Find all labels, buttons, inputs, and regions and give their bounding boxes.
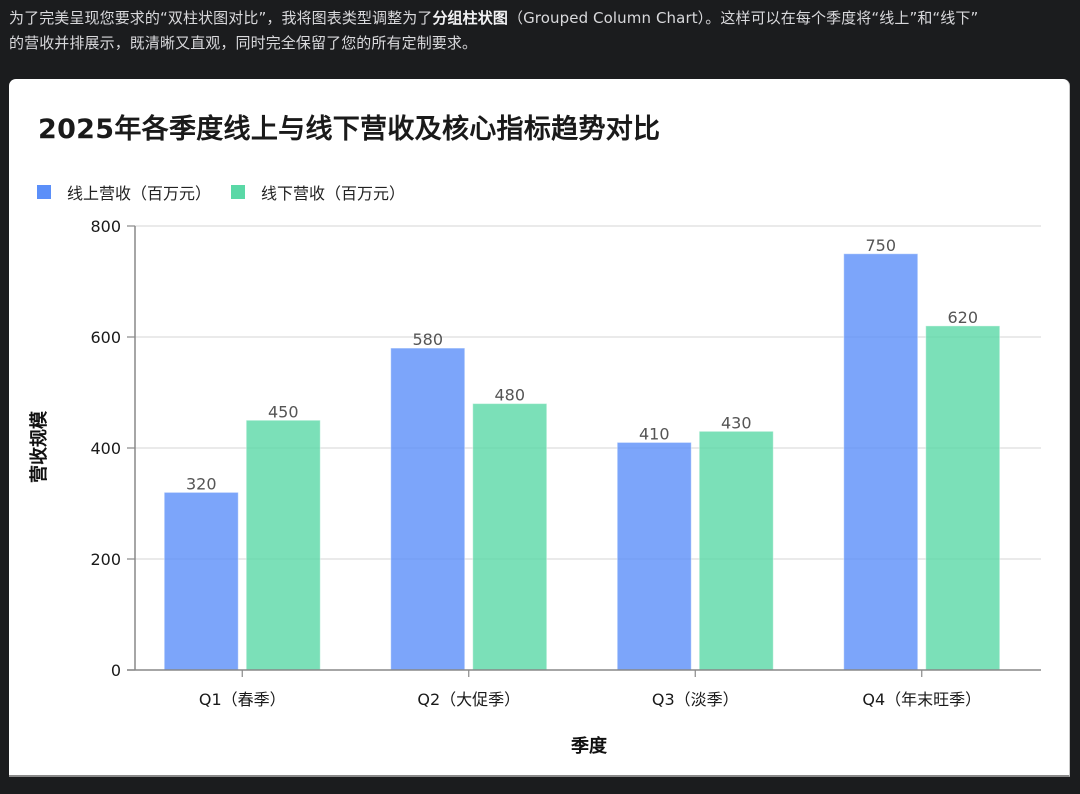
legend-swatch-offline-icon — [231, 185, 246, 199]
legend-item-online[interactable]: 线上营收（百万元） — [37, 180, 211, 204]
x-tick-label: Q3（淡季） — [652, 690, 739, 709]
chart-title: 2025年各季度线上与线下营收及核心指标趋势对比 — [38, 114, 661, 145]
bar-value-label: 750 — [865, 236, 896, 255]
y-tick-label: 0 — [111, 661, 121, 680]
intro-bold-chart-type: 分组柱状图 — [432, 9, 508, 27]
intro-text-3: 的营收并排展示，既清晰又直观，同时完全保留了您的所有定制要求。 — [9, 34, 478, 52]
x-tick-label: Q4（年末旺季） — [862, 690, 981, 709]
bar-value-label: 410 — [639, 424, 670, 443]
legend-label-online: 线上营收（百万元） — [67, 184, 212, 203]
bar-online-q2[interactable] — [390, 347, 466, 671]
bar-value-label: 450 — [268, 402, 299, 421]
bar-offline-q2[interactable] — [472, 403, 548, 671]
y-tick-label: 600 — [90, 328, 121, 347]
intro-text-2: （Grouped Column Chart）。这样可以在每个季度将“线上”和“线… — [507, 9, 979, 27]
axes: 0 200 400 600 800 Q1（春季） Q2（大促季） Q3（淡季） Q4（年末旺季） — [90, 217, 1041, 709]
y-tick-label: 400 — [90, 439, 121, 458]
bar-value-label: 480 — [494, 386, 525, 405]
bar-offline-q4[interactable] — [925, 325, 1001, 671]
bars: 320 450 580 480 410 430 750 620 — [163, 236, 1001, 671]
x-tick-label: Q1（春季） — [199, 690, 286, 709]
bar-value-label: 620 — [947, 308, 978, 327]
y-tick-label: 200 — [90, 550, 121, 569]
x-axis-title: 季度 — [571, 735, 608, 757]
chart-card: 2025年各季度线上与线下营收及核心指标趋势对比 线上营收（百万元） 线下营收（… — [9, 79, 1070, 777]
assistant-message: 为了完美呈现您要求的“双柱状图对比”，我将图表类型调整为了分组柱状图（Group… — [9, 6, 1074, 56]
bar-value-label: 430 — [721, 413, 752, 432]
bar-online-q1[interactable] — [163, 491, 239, 671]
chart-legend: 线上营收（百万元） 线下营收（百万元） — [37, 180, 425, 204]
legend-item-offline[interactable]: 线下营收（百万元） — [231, 180, 405, 204]
bar-value-label: 580 — [412, 330, 443, 349]
legend-label-offline: 线下营收（百万元） — [261, 184, 406, 203]
x-tick-label: Q2（大促季） — [417, 690, 520, 709]
y-axis-title: 营收规模 — [28, 410, 50, 483]
legend-swatch-online-icon — [37, 185, 51, 199]
bar-offline-q1[interactable] — [245, 419, 321, 671]
bar-offline-q3[interactable] — [698, 430, 774, 671]
bar-value-label: 320 — [186, 474, 217, 493]
y-tick-label: 800 — [90, 217, 121, 236]
bar-online-q3[interactable] — [616, 441, 692, 671]
intro-text-1: 为了完美呈现您要求的“双柱状图对比”，我将图表类型调整为了 — [9, 9, 433, 27]
chart-plot-area: 320 450 580 480 410 430 750 620 0 200 400 600 800 Q1… — [28, 217, 1041, 757]
bar-online-q4[interactable] — [843, 253, 919, 671]
